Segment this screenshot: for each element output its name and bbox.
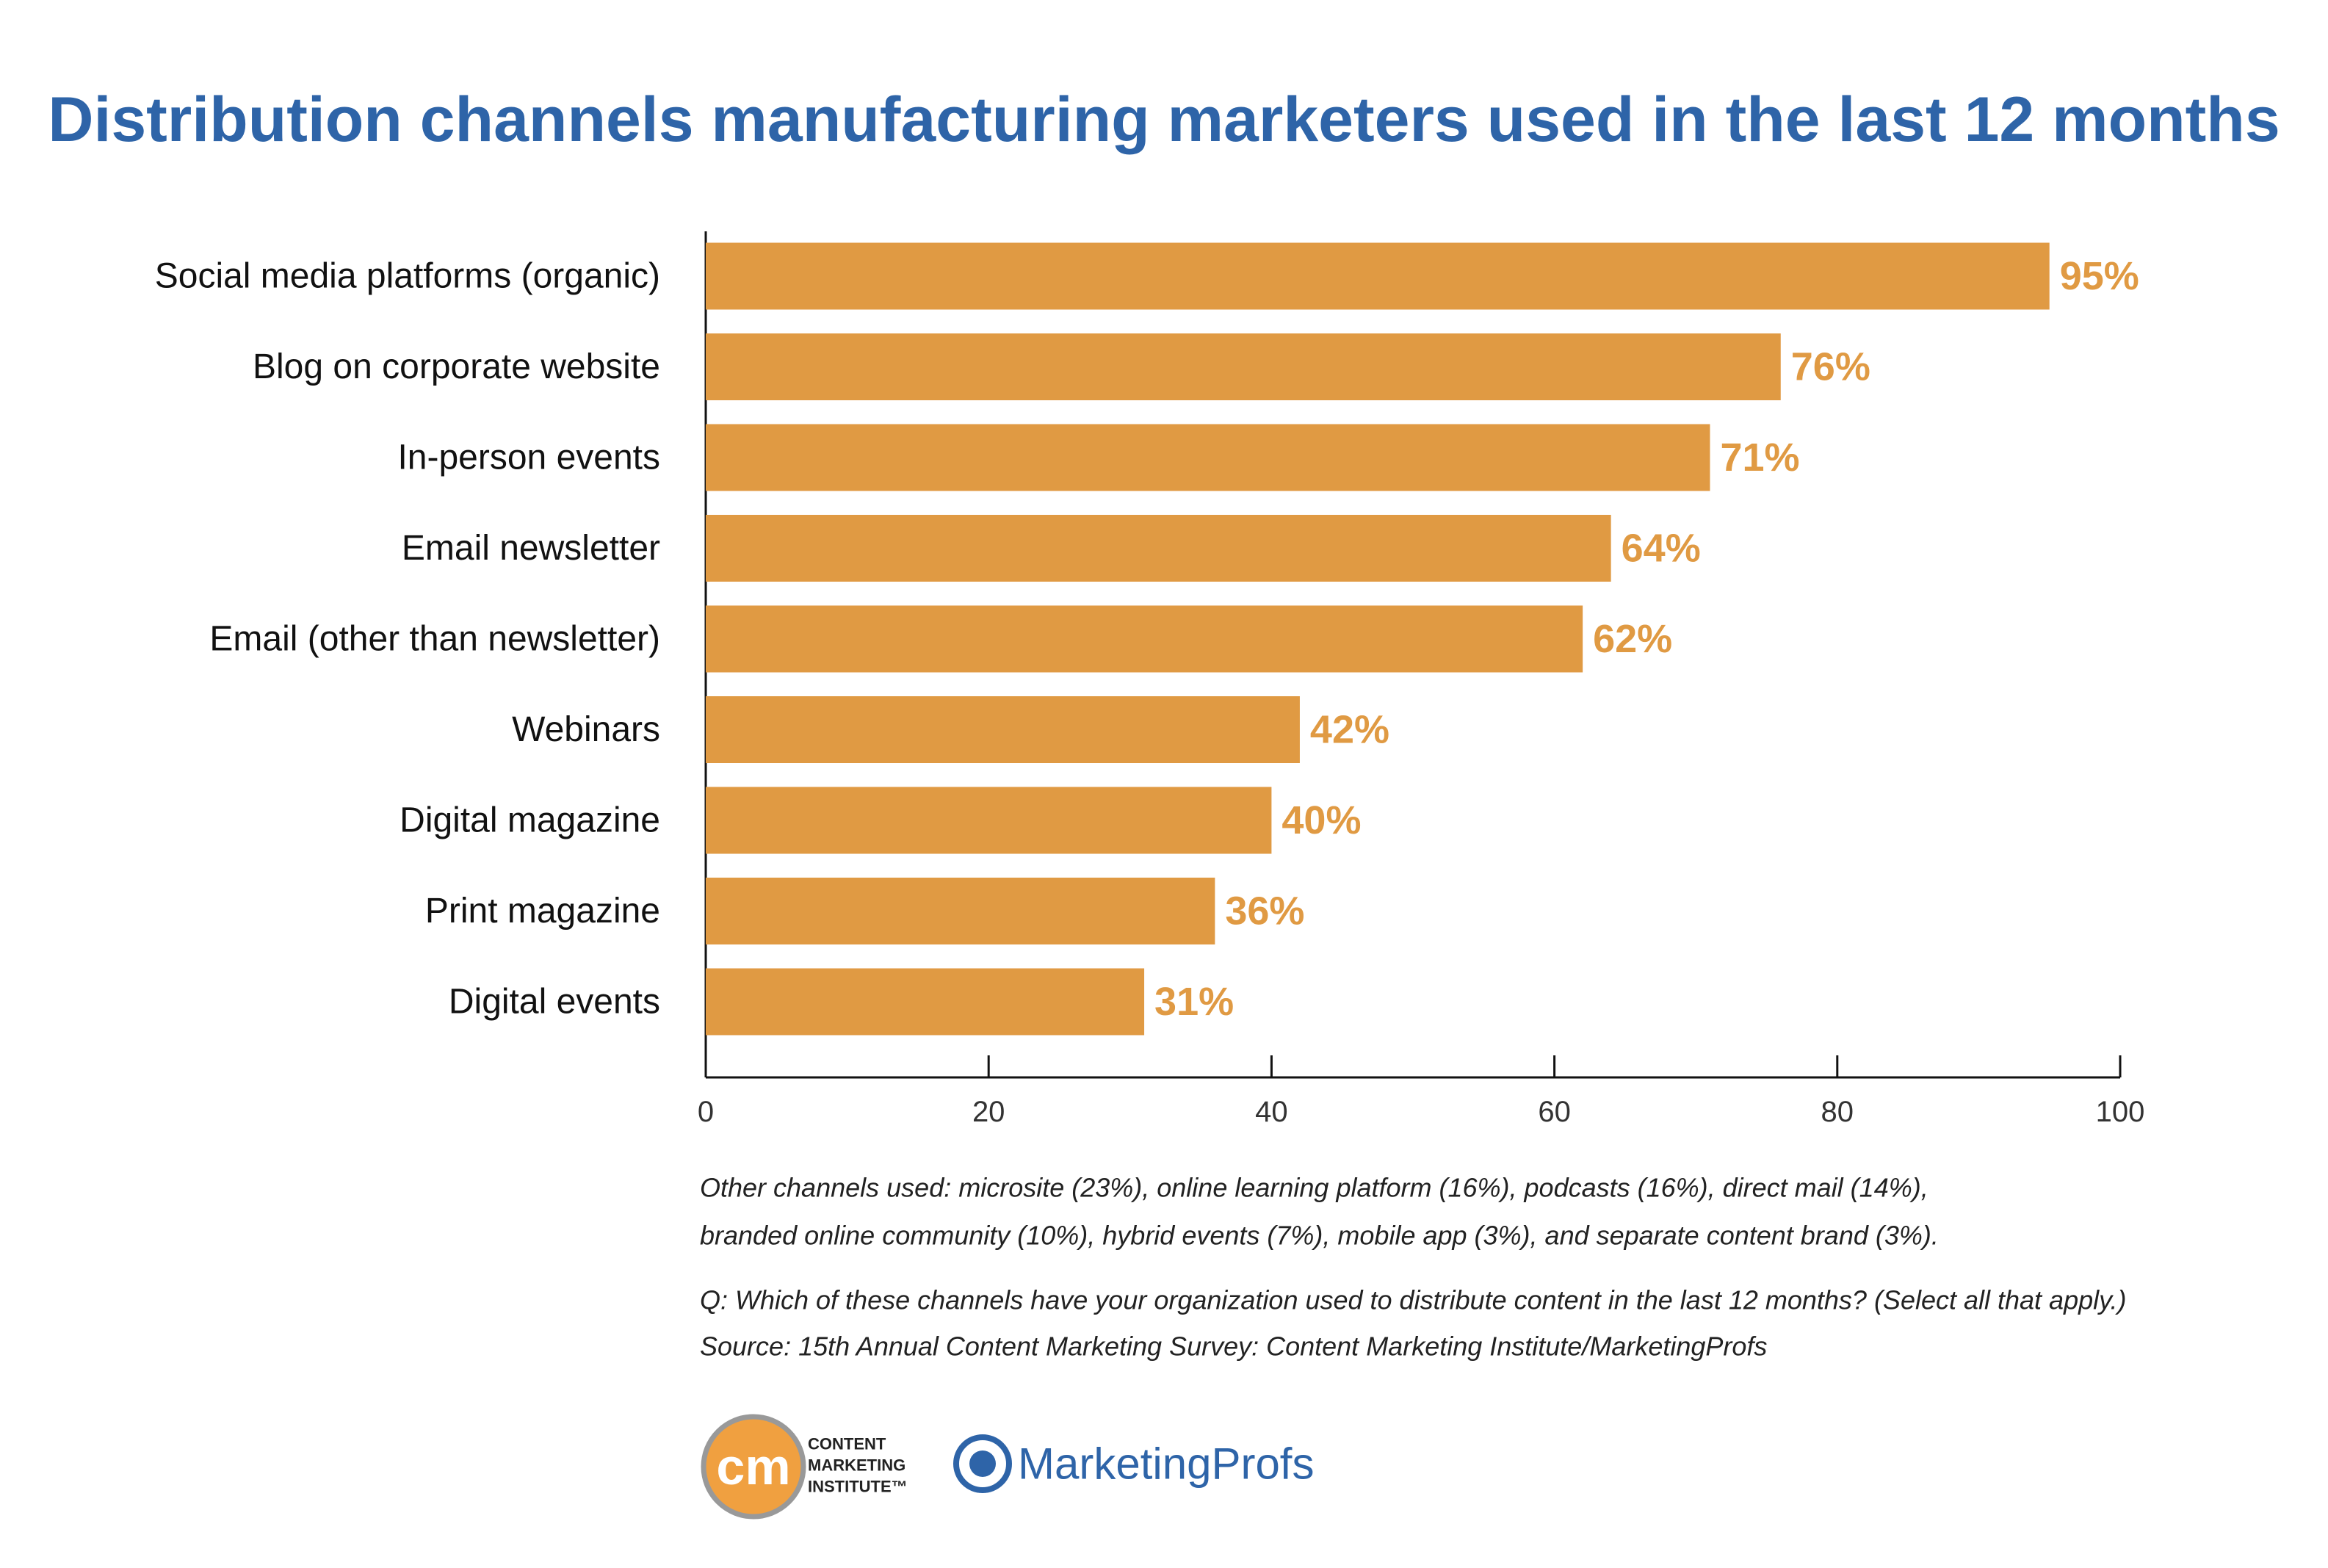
value-label: 31% bbox=[1154, 980, 1234, 1024]
value-label: 36% bbox=[1225, 889, 1304, 933]
bar bbox=[706, 787, 1272, 854]
chart-title: Distribution channels manufacturing mark… bbox=[48, 84, 2280, 155]
bar bbox=[706, 605, 1583, 673]
value-label: 71% bbox=[1720, 436, 1799, 480]
y-tick-label: Webinars bbox=[512, 710, 660, 749]
logo-mark: cm bbox=[716, 1438, 790, 1495]
note: branded online community (10%), hybrid e… bbox=[700, 1221, 1939, 1251]
y-tick-label: Blog on corporate website bbox=[253, 347, 660, 386]
note: Other channels used: microsite (23%), on… bbox=[700, 1173, 1928, 1203]
x-tick-label: 80 bbox=[1821, 1096, 1854, 1128]
bar bbox=[706, 968, 1145, 1036]
y-tick-label: In-person events bbox=[397, 438, 660, 477]
value-label: 95% bbox=[2060, 254, 2139, 298]
logo-text: INSTITUTE™ bbox=[808, 1478, 908, 1496]
x-tick-label: 60 bbox=[1538, 1096, 1571, 1128]
bar bbox=[706, 333, 1781, 400]
x-tick-label: 100 bbox=[2096, 1096, 2145, 1128]
x-tick-label: 0 bbox=[698, 1096, 714, 1128]
note: Source: 15th Annual Content Marketing Su… bbox=[700, 1332, 1767, 1362]
bar bbox=[706, 515, 1611, 582]
logo-dot bbox=[969, 1450, 996, 1477]
logo-circle bbox=[701, 1414, 806, 1520]
note: Q: Which of these channels have your org… bbox=[700, 1285, 2126, 1315]
logo-text: CONTENT bbox=[808, 1435, 886, 1453]
value-label: 64% bbox=[1622, 527, 1701, 571]
x-tick-label: 20 bbox=[972, 1096, 1005, 1128]
y-tick-label: Email (other than newsletter) bbox=[209, 620, 660, 659]
bar bbox=[706, 424, 1710, 491]
value-label: 62% bbox=[1593, 617, 1672, 661]
y-tick-label: Digital events bbox=[449, 983, 660, 1022]
value-label: 40% bbox=[1282, 798, 1361, 842]
notes: Other channels used: microsite (23%), on… bbox=[700, 1173, 2126, 1362]
marketingprofs-logo: MarketingProfs bbox=[953, 1434, 1314, 1493]
y-tick-label: Email newsletter bbox=[402, 529, 660, 568]
y-tick-label: Digital magazine bbox=[400, 801, 660, 840]
plot: 0 20 40 60 80 100 Social media platforms (orga… bbox=[155, 231, 2145, 1128]
bar bbox=[706, 878, 1215, 944]
bar bbox=[706, 696, 1300, 763]
logo-text: MarketingProfs bbox=[1018, 1439, 1314, 1489]
cmi-logo: cm CONTENT MARKETING INSTITUTE™ bbox=[701, 1414, 908, 1520]
value-label: 76% bbox=[1791, 345, 1870, 389]
logo-text: MARKETING bbox=[808, 1456, 905, 1475]
y-tick-label: Print magazine bbox=[425, 892, 660, 931]
value-label: 42% bbox=[1310, 708, 1389, 752]
bar bbox=[706, 242, 2050, 310]
x-tick-label: 40 bbox=[1255, 1096, 1288, 1128]
y-tick-label: Social media platforms (organic) bbox=[155, 257, 660, 296]
